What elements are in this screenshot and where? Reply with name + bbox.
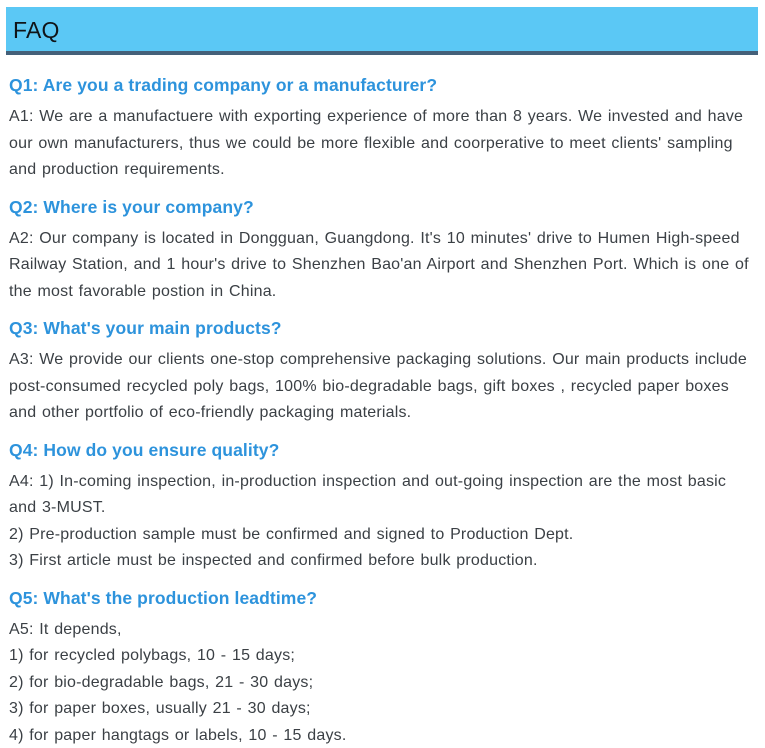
faq-item-q4: Q4: How do you ensure quality? A4: 1) In… [9,439,751,575]
faq-content: Q1: Are you a trading company or a manuf… [0,55,765,748]
faq-item-q5: Q5: What's the production leadtime? A5: … [9,587,751,748]
faq-question: Q4: How do you ensure quality? [9,439,280,460]
faq-question: Q3: What's your main products? [9,318,282,338]
faq-answer: 2) Pre-production sample must be confirm… [9,525,574,543]
faq-answer: 4) for paper hangtags or labels, 10 - 15… [9,726,347,744]
faq-answer: A5: It depends, [9,620,122,638]
faq-answer: A1: We are a manufactuere with exporting… [9,108,744,178]
faq-section-title: FAQ [13,17,60,43]
faq-answer: 3) First article must be inspected and c… [9,552,538,569]
faq-answer: 1) for recycled polybags, 10 - 15 days; [9,647,296,664]
faq-answer: A4: 1) In-coming inspection, in-producti… [9,472,727,517]
faq-item-q2: Q2: Where is your company? A2: Our compa… [9,196,751,306]
faq-answer: 2) for bio-degradable bags, 21 - 30 days… [9,673,314,691]
faq-question: Q2: Where is your company? [9,196,254,217]
faq-answer: A2: Our company is located in Dongguan, … [9,229,749,300]
faq-answer: 3) for paper boxes, usually 21 - 30 days… [9,700,311,717]
faq-question: Q1: Are you a trading company or a manuf… [9,75,438,95]
faq-item-q1: Q1: Are you a trading company or a manuf… [9,76,751,184]
faq-item-q3: Q3: What's your main products? A3: We pr… [9,319,751,427]
faq-section-header: FAQ [6,7,758,55]
faq-answer: A3: We provide our clients one-stop comp… [9,351,747,421]
faq-question: Q5: What's the production leadtime? [9,587,318,608]
